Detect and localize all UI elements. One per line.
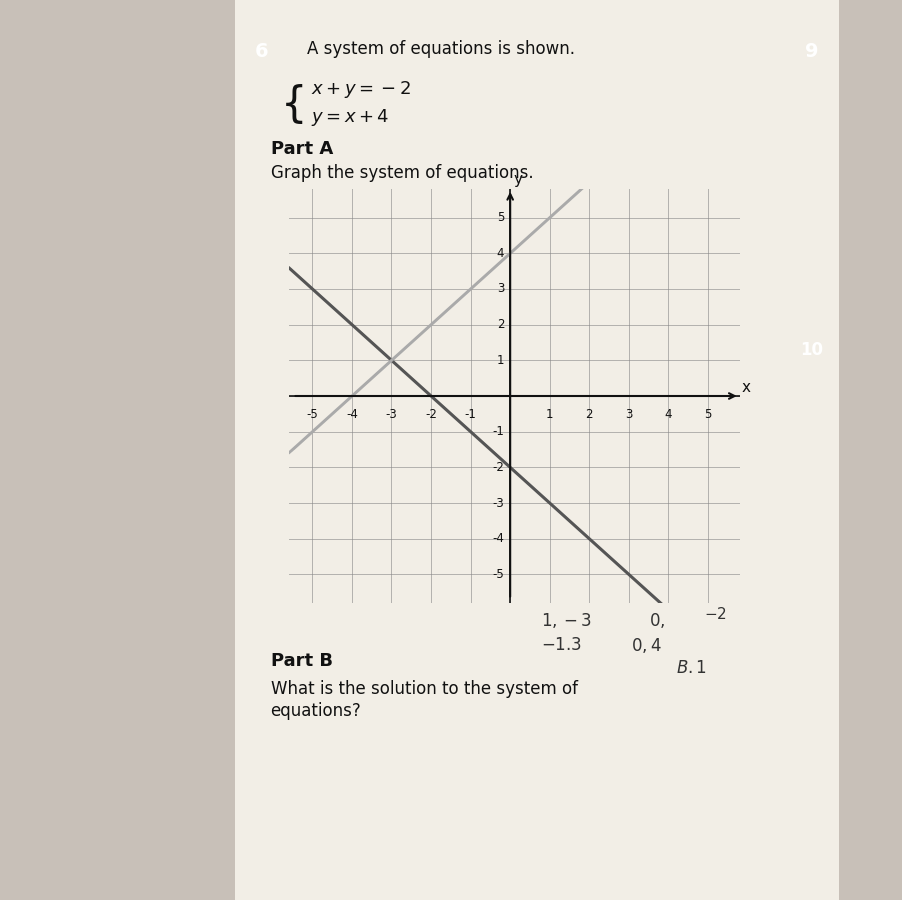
Text: $0,$: $0,$ — [649, 611, 666, 631]
Text: 3: 3 — [625, 409, 632, 421]
Text: -2: -2 — [425, 409, 437, 421]
Text: $1, -3$: $1, -3$ — [541, 611, 592, 631]
Text: y: y — [513, 172, 522, 187]
Text: -1: -1 — [465, 409, 476, 421]
Text: x: x — [741, 380, 750, 394]
Text: $-2$: $-2$ — [704, 606, 726, 622]
Text: 2: 2 — [585, 409, 593, 421]
Text: $\{$: $\{$ — [280, 82, 303, 125]
Text: 4: 4 — [497, 247, 504, 260]
Text: Part A: Part A — [271, 140, 333, 158]
Text: Graph the system of equations.: Graph the system of equations. — [271, 164, 533, 182]
Text: 1: 1 — [546, 409, 554, 421]
Text: -1: -1 — [492, 425, 504, 438]
Text: 5: 5 — [497, 212, 504, 224]
Text: 1: 1 — [497, 354, 504, 367]
Text: $x + y = -2$: $x + y = -2$ — [311, 79, 411, 101]
Text: 10: 10 — [800, 341, 823, 359]
Text: A system of equations is shown.: A system of equations is shown. — [307, 40, 575, 58]
Text: 4: 4 — [665, 409, 672, 421]
Text: -4: -4 — [492, 532, 504, 545]
Text: $-1.3$: $-1.3$ — [541, 636, 583, 654]
Text: -2: -2 — [492, 461, 504, 474]
Text: 9: 9 — [805, 42, 818, 61]
Text: -3: -3 — [386, 409, 398, 421]
Text: -3: -3 — [492, 497, 504, 509]
Text: 6: 6 — [255, 42, 269, 61]
Text: $\mathit{B.1}$: $\mathit{B.1}$ — [676, 659, 707, 677]
Text: What is the solution to the system of: What is the solution to the system of — [271, 680, 577, 698]
Text: -5: -5 — [307, 409, 318, 421]
Text: $y = x + 4$: $y = x + 4$ — [311, 106, 390, 128]
Text: equations?: equations? — [271, 702, 362, 720]
Text: 3: 3 — [497, 283, 504, 295]
Text: -5: -5 — [492, 568, 504, 580]
Text: -4: -4 — [346, 409, 358, 421]
Text: $0,4$: $0,4$ — [631, 635, 662, 655]
Text: 5: 5 — [704, 409, 712, 421]
Text: 2: 2 — [497, 318, 504, 331]
Text: Part B: Part B — [271, 652, 333, 670]
